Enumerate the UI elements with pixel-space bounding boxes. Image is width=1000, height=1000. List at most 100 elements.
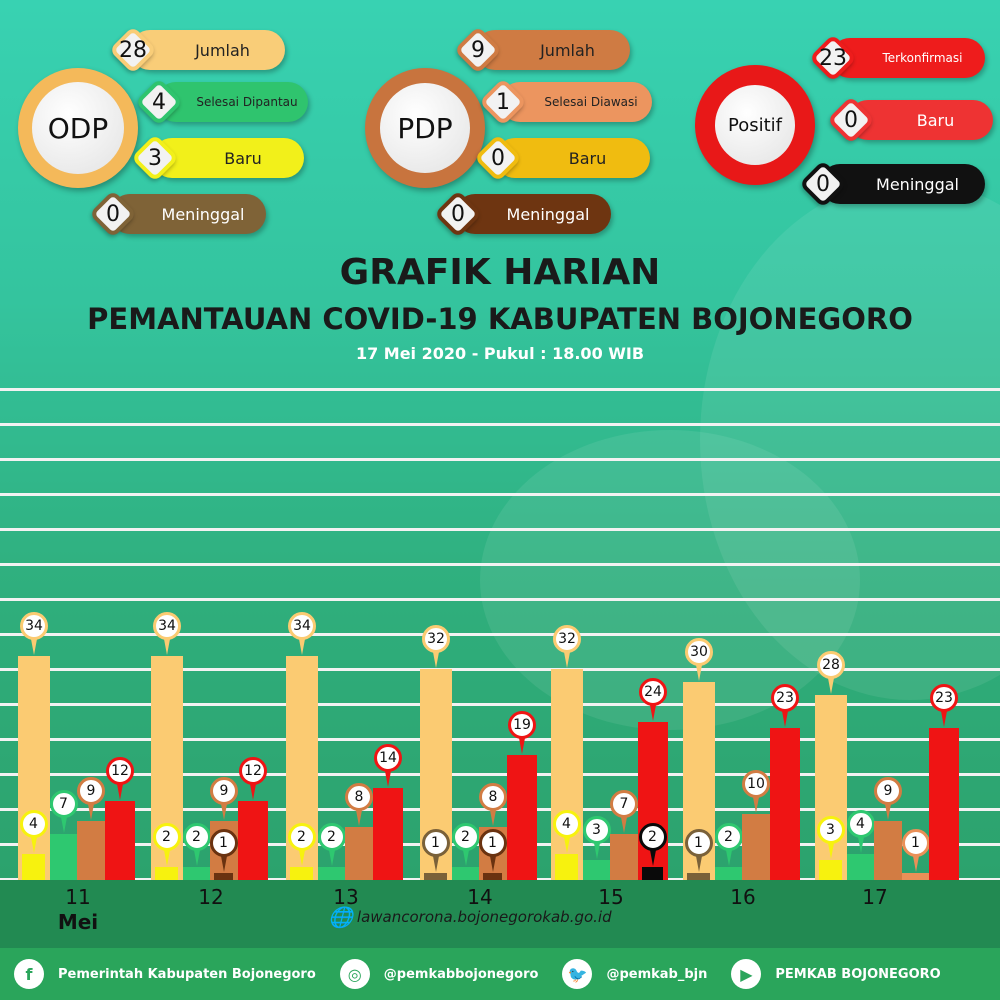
month-label: Mei xyxy=(57,910,99,934)
data-label: 10 xyxy=(742,770,770,798)
label-pointer xyxy=(433,651,439,668)
instagram-icon[interactable]: ◎ xyxy=(339,959,370,989)
twitter-icon[interactable]: 🐦 xyxy=(562,959,593,989)
label-pointer xyxy=(31,638,37,655)
label-pointer xyxy=(828,678,834,695)
stat-value: 0 xyxy=(491,145,505,171)
pdp-label: PDP xyxy=(380,83,470,173)
label-pointer xyxy=(220,856,227,873)
label-pointer xyxy=(782,711,788,728)
bar-pdp-jumlah xyxy=(77,820,105,880)
data-label: 7 xyxy=(610,789,638,818)
stat-label: Baru xyxy=(916,110,955,130)
label-pointer xyxy=(462,849,469,866)
stat-label: Meninggal xyxy=(506,204,590,224)
bar-pdp-meninggal xyxy=(483,873,502,880)
label-pointer xyxy=(490,810,496,827)
data-label: 9 xyxy=(77,776,105,805)
label-pointer xyxy=(564,651,570,668)
social-handle[interactable]: PEMKAB BOJONEGORO xyxy=(775,966,941,982)
label-pointer xyxy=(753,797,759,813)
gridline xyxy=(0,388,1000,391)
label-pointer xyxy=(621,816,627,833)
bar-pdp-selesai xyxy=(902,873,929,880)
bar-odp-baru xyxy=(819,860,842,880)
label-pointer xyxy=(827,843,834,860)
facebook-icon[interactable]: f xyxy=(14,959,44,989)
footer: f Pemerintah Kabupaten Bojonegoro ◎ @pemkab… xyxy=(0,948,1000,1000)
data-label: 34 xyxy=(288,611,316,640)
gridline xyxy=(0,738,1000,741)
label-pointer xyxy=(117,783,123,800)
label-pointer xyxy=(885,803,891,820)
gridline xyxy=(0,458,1000,461)
label-pointer xyxy=(299,638,305,655)
x-tick-label: 14 xyxy=(467,885,493,909)
stat-label: Baru xyxy=(568,148,607,168)
bar-odp-baru xyxy=(155,866,178,880)
stat-label: Meninggal xyxy=(876,174,959,194)
stat-value: 9 xyxy=(471,37,485,63)
bar-odp-selesai xyxy=(583,860,610,880)
odp-stat-0: Jumlah xyxy=(130,30,285,70)
x-tick-label: 13 xyxy=(333,885,359,909)
bar-pdp-jumlah xyxy=(742,814,770,880)
stat-label: Jumlah xyxy=(195,40,250,60)
bar-odp-selesai xyxy=(183,866,210,880)
gridline xyxy=(0,703,1000,706)
bar-odp-selesai xyxy=(715,866,742,880)
label-pointer xyxy=(164,638,170,655)
data-label: 8 xyxy=(479,783,507,812)
bar-odp-meninggal xyxy=(687,873,710,880)
label-pointer xyxy=(519,737,525,754)
social-handle[interactable]: @pemkab_bjn xyxy=(606,966,708,982)
data-label: 2 xyxy=(638,822,667,851)
data-label: 34 xyxy=(153,611,181,640)
label-pointer xyxy=(650,704,656,721)
social-handle[interactable]: Pemerintah Kabupaten Bojonegoro xyxy=(58,966,316,982)
label-pointer xyxy=(695,856,702,873)
odp-stat-2: Baru xyxy=(152,138,304,178)
data-label: 14 xyxy=(374,743,402,772)
data-label: 2 xyxy=(714,822,743,851)
stat-label: Jumlah xyxy=(540,40,595,60)
stat-value: 0 xyxy=(844,107,858,133)
label-pointer xyxy=(696,665,702,681)
data-label: 19 xyxy=(508,710,536,739)
x-tick-label: 16 xyxy=(730,885,756,909)
bar-positif-meninggal xyxy=(642,866,663,880)
pdp-stat-2: Baru xyxy=(495,138,650,178)
stat-value: 23 xyxy=(819,45,847,71)
bar-positif xyxy=(507,754,537,880)
odp-stat-3: Meninggal xyxy=(110,194,266,234)
bar-odp-selesai xyxy=(847,853,874,880)
label-pointer xyxy=(649,849,656,866)
stat-label: Baru xyxy=(224,148,262,168)
label-pointer xyxy=(298,849,305,866)
data-label: 1 xyxy=(901,829,930,858)
globe-icon: 🌐 xyxy=(328,905,353,929)
gridline xyxy=(0,528,1000,531)
bar-odp-meninggal xyxy=(424,873,447,880)
label-pointer xyxy=(328,849,335,866)
stat-label: Meninggal xyxy=(161,204,245,224)
social-handle[interactable]: @pemkabbojonegoro xyxy=(383,966,539,982)
bar-pdp-jumlah xyxy=(874,820,902,880)
data-label: 1 xyxy=(478,829,507,858)
bar-odp-selesai xyxy=(318,866,345,880)
youtube-icon[interactable]: ▶ xyxy=(731,959,762,989)
data-label: 30 xyxy=(685,638,713,666)
label-pointer xyxy=(250,783,256,800)
label-pointer xyxy=(941,711,947,728)
stat-value: 0 xyxy=(816,171,830,197)
data-label: 2 xyxy=(451,822,480,851)
data-label: 4 xyxy=(552,809,581,838)
gridline xyxy=(0,563,1000,566)
report-date: 17 Mei 2020 - Pukul : 18.00 WIB xyxy=(355,344,645,363)
website-link[interactable]: 🌐 lawancorona.bojonegorokab.go.id xyxy=(328,905,612,929)
data-label: 2 xyxy=(152,822,181,851)
chart-subtitle: PEMANTAUAN COVID-19 KABUPATEN BOJONEGORO xyxy=(87,302,913,336)
bar-pdp-meninggal xyxy=(214,873,233,880)
label-pointer xyxy=(88,803,94,820)
label-pointer xyxy=(489,856,496,873)
